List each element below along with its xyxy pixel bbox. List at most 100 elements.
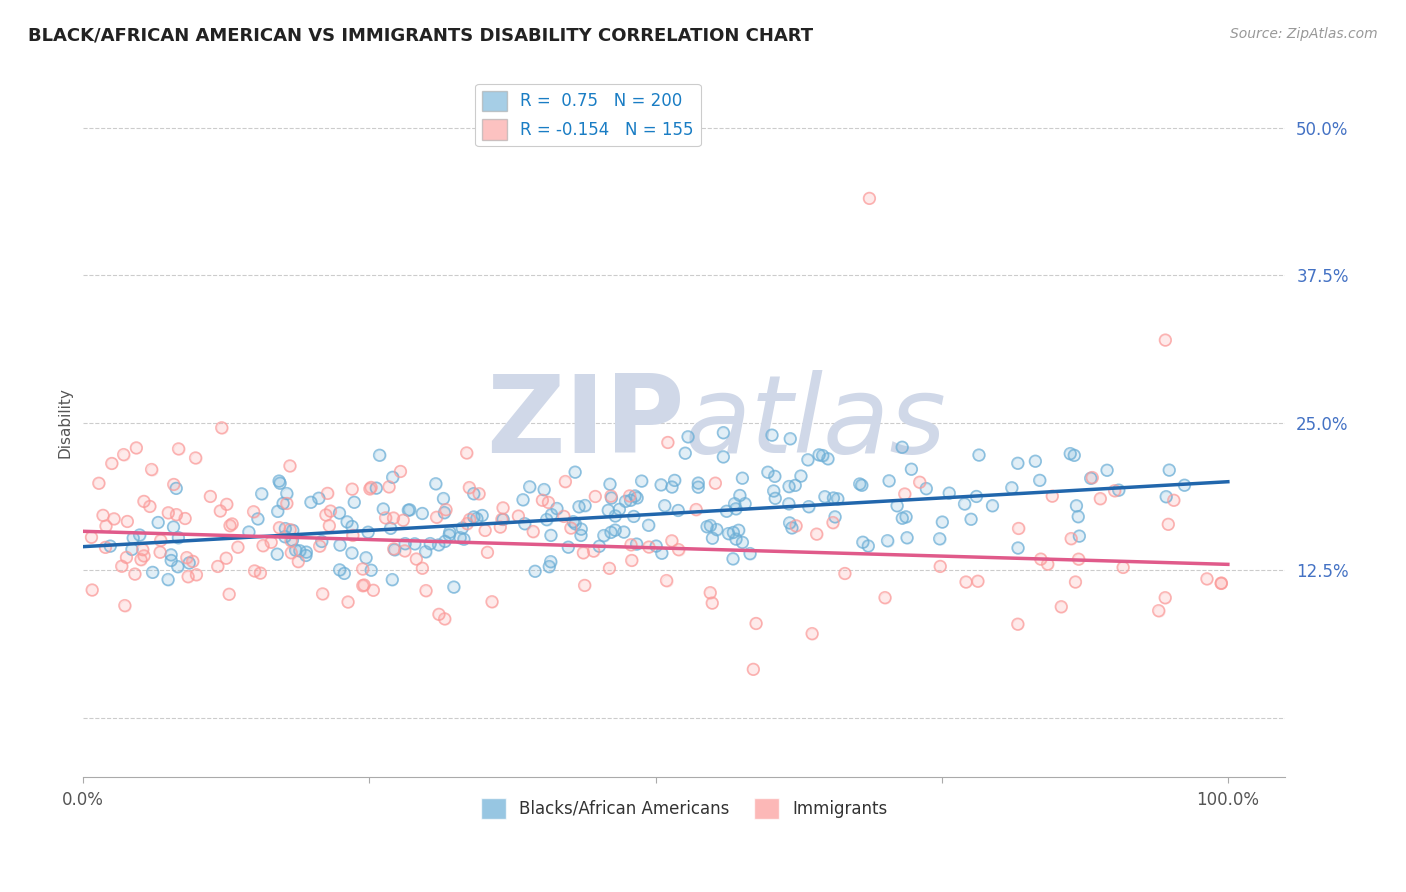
Point <box>278 523 301 537</box>
Point <box>176 550 198 565</box>
Point <box>891 440 914 454</box>
Point <box>1154 591 1177 605</box>
Point <box>115 550 138 565</box>
Point <box>1040 489 1063 503</box>
Point <box>797 500 820 514</box>
Point <box>614 494 637 508</box>
Point <box>252 539 274 553</box>
Point <box>166 559 188 574</box>
Point <box>433 506 456 520</box>
Point <box>600 491 623 505</box>
Point <box>366 481 388 495</box>
Point <box>87 476 110 491</box>
Point <box>177 569 200 583</box>
Point <box>142 566 165 580</box>
Point <box>434 502 457 516</box>
Point <box>329 538 352 552</box>
Point <box>928 532 950 546</box>
Text: ZIP: ZIP <box>485 369 685 475</box>
Point <box>433 534 456 549</box>
Point <box>132 549 155 563</box>
Point <box>1028 474 1050 488</box>
Point <box>200 490 222 504</box>
Point <box>780 521 803 535</box>
Point <box>965 490 987 504</box>
Point <box>564 465 586 479</box>
Point <box>877 474 900 488</box>
Point <box>1147 604 1170 618</box>
Text: Source: ZipAtlas.com: Source: ZipAtlas.com <box>1230 27 1378 41</box>
Point <box>276 486 298 500</box>
Point <box>702 596 724 610</box>
Point <box>531 493 554 508</box>
Point <box>415 583 437 598</box>
Point <box>848 477 870 491</box>
Point <box>699 518 721 533</box>
Point <box>877 474 900 488</box>
Point <box>415 545 437 559</box>
Point <box>731 535 754 549</box>
Point <box>456 516 478 531</box>
Point <box>915 482 938 496</box>
Point <box>806 527 828 541</box>
Point <box>166 559 188 574</box>
Point <box>378 480 401 494</box>
Point <box>103 512 125 526</box>
Point <box>281 524 304 538</box>
Point <box>540 508 562 522</box>
Point <box>489 520 512 534</box>
Point <box>702 531 724 545</box>
Point <box>637 518 659 533</box>
Point <box>122 531 145 545</box>
Point <box>342 528 364 542</box>
Point <box>132 549 155 563</box>
Point <box>540 528 562 542</box>
Point <box>456 516 478 531</box>
Point <box>664 474 686 488</box>
Point <box>761 428 783 442</box>
Point <box>176 550 198 565</box>
Point <box>266 547 288 561</box>
Point <box>1159 463 1181 477</box>
Point <box>582 544 605 558</box>
Point <box>1154 591 1177 605</box>
Point <box>668 542 690 557</box>
Point <box>696 519 718 533</box>
Point <box>600 489 623 503</box>
Point <box>896 531 918 545</box>
Point <box>588 539 610 553</box>
Point <box>734 497 756 511</box>
Point <box>790 469 813 483</box>
Point <box>426 510 449 524</box>
Point <box>953 497 976 511</box>
Point <box>728 488 751 502</box>
Point <box>1147 604 1170 618</box>
Point <box>374 511 396 525</box>
Point <box>801 626 824 640</box>
Point <box>721 551 744 566</box>
Point <box>1080 471 1102 485</box>
Point <box>266 504 288 518</box>
Point <box>139 500 162 514</box>
Point <box>132 494 155 508</box>
Point <box>574 499 596 513</box>
Point <box>131 542 153 557</box>
Point <box>598 503 620 517</box>
Point <box>380 521 402 535</box>
Point <box>699 585 721 599</box>
Point <box>179 556 201 570</box>
Point <box>340 519 363 533</box>
Point <box>564 465 586 479</box>
Point <box>886 499 908 513</box>
Point <box>117 515 139 529</box>
Point <box>280 546 302 560</box>
Point <box>779 432 801 446</box>
Point <box>468 487 491 501</box>
Point <box>763 491 786 506</box>
Point <box>620 538 643 552</box>
Point <box>637 518 659 533</box>
Point <box>626 537 648 551</box>
Point <box>219 518 242 533</box>
Point <box>271 496 294 510</box>
Point <box>111 559 134 574</box>
